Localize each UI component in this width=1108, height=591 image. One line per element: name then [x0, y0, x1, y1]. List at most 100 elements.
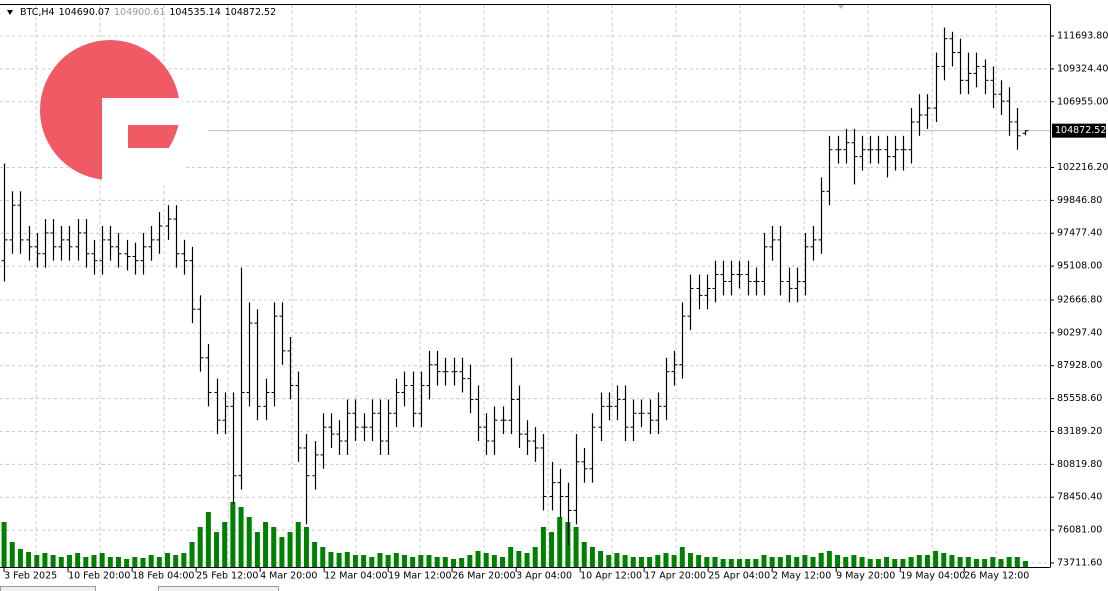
volume-bar: [475, 551, 481, 567]
volume-bar: [107, 557, 113, 567]
volume-bar: [50, 555, 56, 567]
volume-bar: [679, 547, 685, 567]
volume-bar: [851, 555, 857, 567]
volume-bar: [140, 558, 146, 567]
volume-bar: [279, 537, 285, 567]
volume-bar: [418, 555, 424, 567]
x-tick-label: 12 Mar 04:00: [324, 571, 387, 582]
volume-bar: [875, 559, 881, 567]
volume-bar: [720, 559, 726, 567]
volume-bar: [189, 542, 195, 567]
volume-bar: [622, 555, 628, 567]
volume-bar: [794, 557, 800, 567]
y-tick-label: 111693.80: [1057, 31, 1108, 42]
y-tick-label: 85558.60: [1057, 393, 1102, 404]
volume-bar: [410, 557, 416, 567]
volume-bar: [908, 557, 914, 567]
volume-bar: [303, 527, 309, 567]
x-tick-label: 26 Mar 20:00: [452, 571, 515, 582]
volume-bar: [132, 557, 138, 567]
volume-bar: [42, 553, 48, 567]
tab: [158, 586, 279, 591]
volume-bar: [393, 553, 399, 567]
volume-bar: [867, 559, 873, 567]
volume-bar: [859, 557, 865, 567]
x-tick-label: 10 Apr 12:00: [580, 571, 642, 582]
last-price-box: [1052, 123, 1106, 138]
tab: [0, 586, 96, 591]
low-value: 104535.14: [169, 7, 221, 18]
volume-bar: [843, 557, 849, 567]
y-tick-label: 97477.40: [1057, 228, 1102, 239]
volume-bar: [9, 542, 15, 567]
volume-bar: [982, 559, 988, 567]
volume-bar: [630, 557, 636, 567]
volume-bar: [287, 532, 293, 567]
volume-bar: [1, 522, 7, 567]
volume-bar: [532, 547, 538, 567]
volume-bar: [483, 553, 489, 567]
volume-bar: [826, 551, 832, 567]
volume-bar: [884, 557, 890, 567]
symbol: BTC,H4: [20, 7, 55, 18]
volume-bar: [761, 555, 767, 567]
x-tick-label: 10 Feb 20:00: [68, 571, 130, 582]
volume-bar: [745, 559, 751, 567]
volume-bar: [1006, 557, 1012, 567]
volume-bar: [99, 553, 105, 567]
volume-bar: [516, 551, 522, 567]
volume-bar: [598, 551, 604, 567]
volume-bar: [434, 557, 440, 567]
volume-bar: [222, 522, 228, 567]
volume-bar: [810, 557, 816, 567]
volume-bar: [990, 557, 996, 567]
volume-bar: [802, 555, 808, 567]
volume-bar: [581, 542, 587, 567]
x-tick-label: 17 Apr 20:00: [644, 571, 706, 582]
y-tick-label: 76081.00: [1057, 525, 1102, 536]
volume-bar: [124, 559, 130, 567]
y-tick-label: 102216.20: [1057, 162, 1108, 173]
volume-bar: [254, 532, 260, 567]
volume-bar: [34, 555, 40, 567]
volume-bar: [900, 559, 906, 567]
volume-bar: [451, 559, 457, 567]
x-tick-label: 3 Apr 04:00: [516, 571, 572, 582]
volume-bar: [238, 507, 244, 567]
x-tick-label: 9 May 20:00: [836, 571, 895, 582]
volume-bar: [606, 555, 612, 567]
volume-bar: [320, 547, 326, 567]
volume-bar: [328, 552, 334, 567]
volume-bar: [173, 555, 179, 567]
volume-bar: [295, 522, 301, 567]
volume-bar: [75, 553, 81, 567]
volume-bar: [442, 557, 448, 567]
volume-bar: [549, 532, 555, 567]
volume-bar: [205, 512, 211, 567]
volume-bar: [344, 552, 350, 567]
logo-cut: [128, 148, 184, 184]
shift-marker: [837, 4, 845, 9]
x-tick-label: 25 Apr 04:00: [708, 571, 770, 582]
volume-bar: [17, 549, 23, 567]
menu-arrow: [7, 10, 13, 15]
volume-bar: [524, 553, 530, 567]
y-tick-label: 90297.40: [1057, 327, 1102, 338]
close-value: 104872.52: [224, 7, 277, 18]
high-value: 104900.61: [113, 7, 166, 18]
volume-bar: [557, 517, 563, 567]
volume-bar: [165, 553, 171, 567]
volume-bar: [712, 557, 718, 567]
broker-logo: [40, 40, 184, 184]
volume-bar: [467, 555, 473, 567]
volume-bar: [26, 552, 32, 567]
volume-bar: [753, 559, 759, 567]
volume-bar: [540, 527, 546, 567]
volume-bar: [638, 557, 644, 567]
y-tick-label: 78450.40: [1057, 492, 1102, 503]
volume-bar: [965, 557, 971, 567]
volume-bar: [377, 553, 383, 567]
volume-bar: [156, 557, 162, 567]
